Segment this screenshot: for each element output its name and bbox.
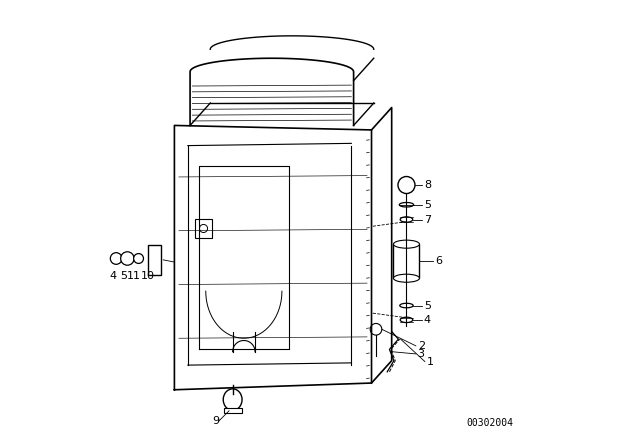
- Text: 1: 1: [427, 357, 434, 366]
- Text: 3: 3: [418, 349, 425, 359]
- Text: 8: 8: [424, 180, 431, 190]
- Ellipse shape: [394, 274, 419, 282]
- Ellipse shape: [223, 389, 242, 410]
- Circle shape: [398, 177, 415, 194]
- Circle shape: [134, 254, 143, 263]
- Ellipse shape: [394, 240, 419, 248]
- Text: 9: 9: [212, 416, 220, 426]
- Text: 10: 10: [141, 271, 154, 281]
- Text: 5: 5: [424, 200, 431, 210]
- Circle shape: [110, 253, 122, 264]
- Text: 2: 2: [418, 341, 425, 351]
- Ellipse shape: [400, 317, 413, 323]
- Bar: [224, 408, 242, 413]
- Circle shape: [370, 323, 382, 335]
- Ellipse shape: [400, 303, 413, 308]
- Bar: [394, 244, 419, 278]
- Ellipse shape: [400, 217, 413, 222]
- Text: 4: 4: [424, 315, 431, 325]
- Text: 7: 7: [424, 215, 431, 224]
- Text: 00302004: 00302004: [467, 418, 514, 428]
- Text: 11: 11: [127, 271, 141, 281]
- Text: 4: 4: [109, 271, 116, 281]
- Bar: [148, 245, 161, 275]
- Text: 6: 6: [436, 256, 443, 266]
- Text: 5: 5: [424, 301, 431, 310]
- Circle shape: [121, 252, 134, 265]
- Bar: [195, 219, 212, 238]
- Text: 5: 5: [120, 271, 127, 281]
- Circle shape: [200, 224, 207, 233]
- Ellipse shape: [399, 202, 413, 207]
